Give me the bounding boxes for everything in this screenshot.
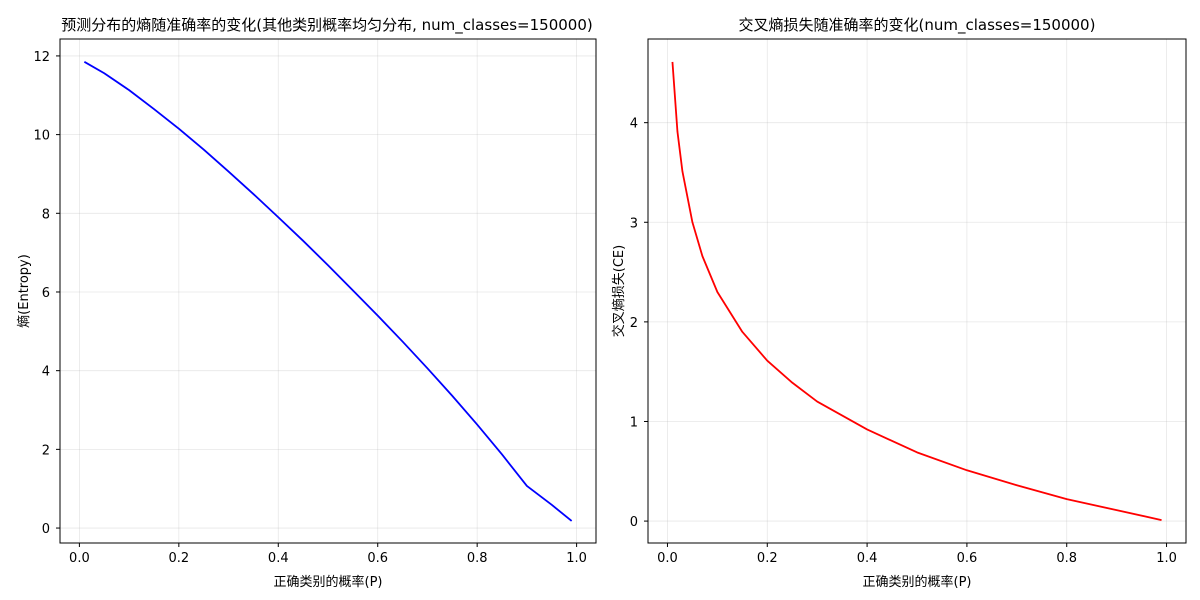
cross-entropy-y-tick-label: 0: [630, 515, 638, 530]
entropy-y-tick-label: 2: [42, 443, 50, 458]
entropy-x-tick-label: 0.8: [467, 551, 488, 566]
cross-entropy-x-tick-label: 0.8: [1056, 551, 1077, 566]
entropy-plot-frame: [59, 38, 597, 544]
entropy-y-tick-label: 10: [33, 129, 50, 144]
entropy-x-tick-label: 0.4: [268, 551, 289, 566]
entropy-series: [83, 61, 573, 522]
entropy-y-axis-label: 熵(Entropy): [16, 254, 32, 328]
entropy-x-tick-label: 0.6: [367, 551, 388, 566]
entropy-y-tick-label: 12: [33, 50, 50, 65]
entropy-y-tick-label: 8: [42, 207, 50, 222]
cross-entropy-y-tick-label: 1: [630, 415, 638, 430]
cross-entropy-plot-title: 交叉熵损失随准确率的变化(num_classes=150000): [739, 16, 1096, 35]
entropy-y-tick-label: 0: [42, 522, 50, 537]
entropy-x-tick-label: 0.2: [168, 551, 189, 566]
cross-entropy-x-tick-label: 0.4: [857, 551, 878, 566]
entropy-series-line: [83, 61, 573, 522]
cross-entropy-x-tick-label: 0.0: [657, 551, 678, 566]
cross-entropy-x-tick-label: 1.0: [1156, 551, 1177, 566]
entropy-x-axis-label: 正确类别的概率(P): [274, 574, 383, 590]
cross-entropy-plot-frame: [647, 38, 1187, 544]
entropy-x-tick-label: 0.0: [69, 551, 90, 566]
cross-entropy-y-tick-label: 4: [630, 117, 638, 132]
cross-entropy-y-axis-label: 交叉熵损失(CE): [611, 245, 627, 337]
entropy-ticks: 0.0 0.2 0.4 0.6 0.8 1.0 0 2 4 6 8 10 12: [33, 50, 586, 566]
entropy-plot: 预测分布的熵随准确率的变化(其他类别概率均匀分布, num_classes=15…: [16, 16, 597, 590]
cross-entropy-x-tick-label: 0.2: [757, 551, 778, 566]
entropy-y-tick-label: 4: [42, 365, 50, 380]
cross-entropy-series: [671, 61, 1162, 521]
cross-entropy-x-tick-label: 0.6: [957, 551, 978, 566]
cross-entropy-ticks: 0.0 0.2 0.4 0.6 0.8 1.0 0 1 2 3 4: [630, 117, 1177, 566]
cross-entropy-x-axis-label: 正确类别的概率(P): [863, 574, 972, 590]
entropy-x-tick-label: 1.0: [566, 551, 587, 566]
entropy-plot-title: 预测分布的熵随准确率的变化(其他类别概率均匀分布, num_classes=15…: [61, 16, 592, 35]
cross-entropy-plot: 交叉熵损失随准确率的变化(num_classes=150000) 0.0 0.2 0…: [611, 16, 1187, 590]
cross-entropy-y-tick-label: 2: [630, 316, 638, 331]
entropy-y-tick-label: 6: [42, 286, 50, 301]
entropy-grid: [60, 39, 596, 543]
cross-entropy-grid: [648, 39, 1186, 543]
cross-entropy-series-line: [671, 61, 1162, 521]
cross-entropy-y-tick-label: 3: [630, 216, 638, 231]
